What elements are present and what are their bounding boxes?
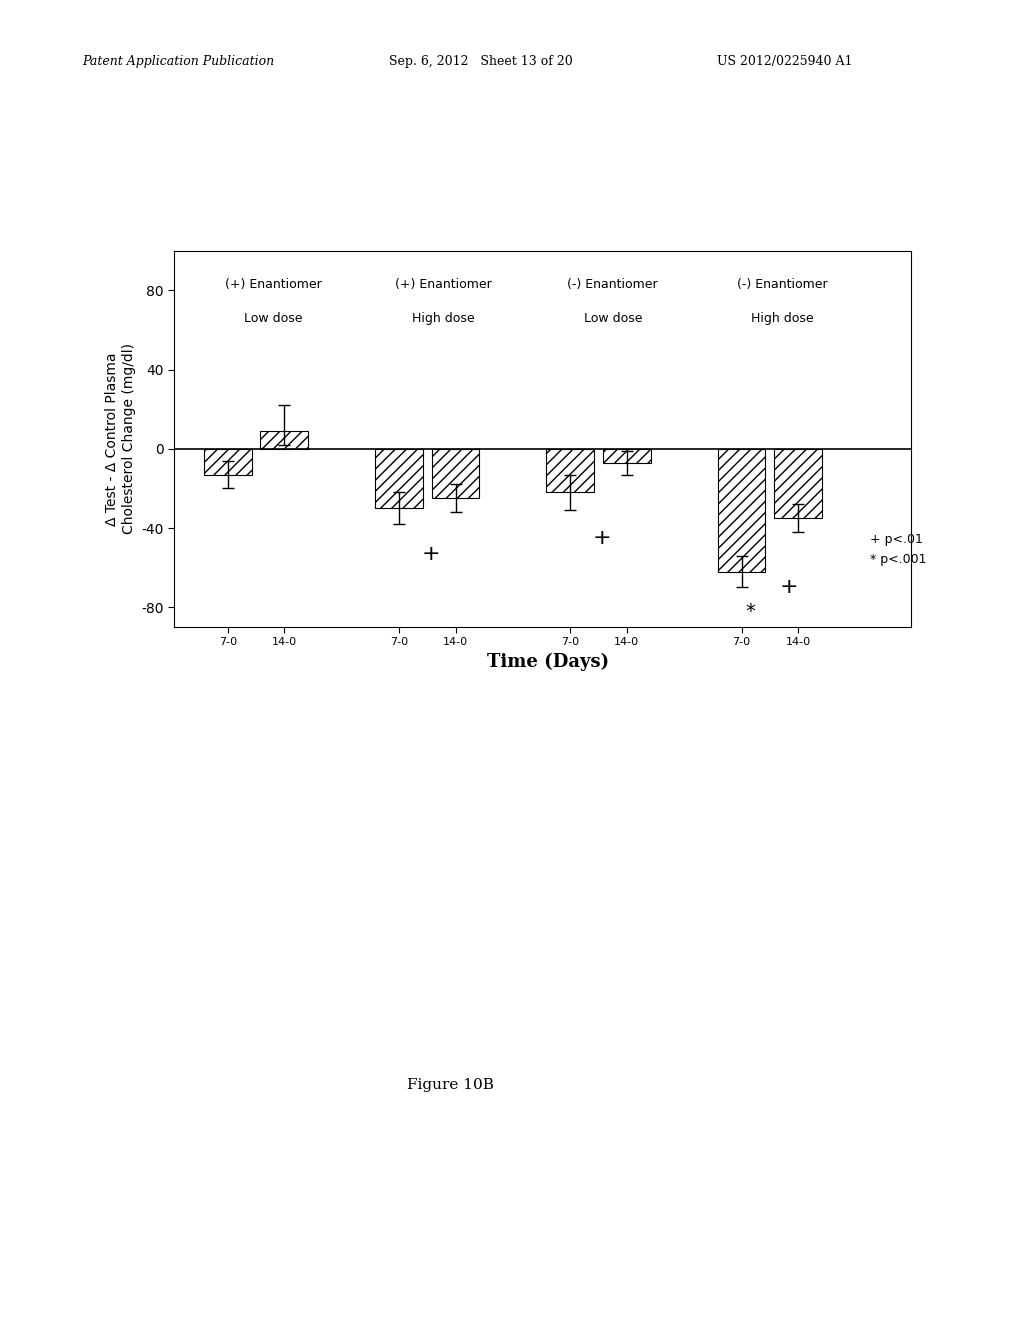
Text: +: + [592, 528, 611, 548]
Bar [718, 449, 765, 572]
Text: Sep. 6, 2012   Sheet 13 of 20: Sep. 6, 2012 Sheet 13 of 20 [389, 55, 572, 69]
Bar [375, 449, 423, 508]
Text: High dose: High dose [751, 312, 814, 325]
Bar [774, 449, 822, 517]
Bar [432, 449, 479, 498]
Bar [603, 449, 650, 462]
Text: Figure 10B: Figure 10B [408, 1078, 494, 1092]
Text: +: + [780, 577, 799, 598]
Text: Low dose: Low dose [245, 312, 303, 325]
Text: Low dose: Low dose [584, 312, 642, 325]
Text: (-) Enantiomer: (-) Enantiomer [737, 279, 827, 292]
Text: US 2012/0225940 A1: US 2012/0225940 A1 [717, 55, 852, 69]
Y-axis label: Δ Test - Δ Control Plasma
Cholesterol Change (mg/dl): Δ Test - Δ Control Plasma Cholesterol Ch… [105, 343, 135, 535]
Text: Time (Days): Time (Days) [486, 652, 609, 671]
Text: * p<.001: * p<.001 [869, 553, 926, 566]
Text: (+) Enantiomer: (+) Enantiomer [395, 279, 492, 292]
Bar [547, 449, 594, 492]
Text: High dose: High dose [412, 312, 474, 325]
Text: (+) Enantiomer: (+) Enantiomer [225, 279, 322, 292]
Bar [204, 449, 252, 474]
Text: + p<.01: + p<.01 [869, 533, 923, 546]
Bar [260, 430, 308, 449]
Text: +: + [422, 544, 440, 564]
Text: *: * [745, 602, 756, 620]
Text: Patent Application Publication: Patent Application Publication [82, 55, 274, 69]
Text: (-) Enantiomer: (-) Enantiomer [567, 279, 658, 292]
